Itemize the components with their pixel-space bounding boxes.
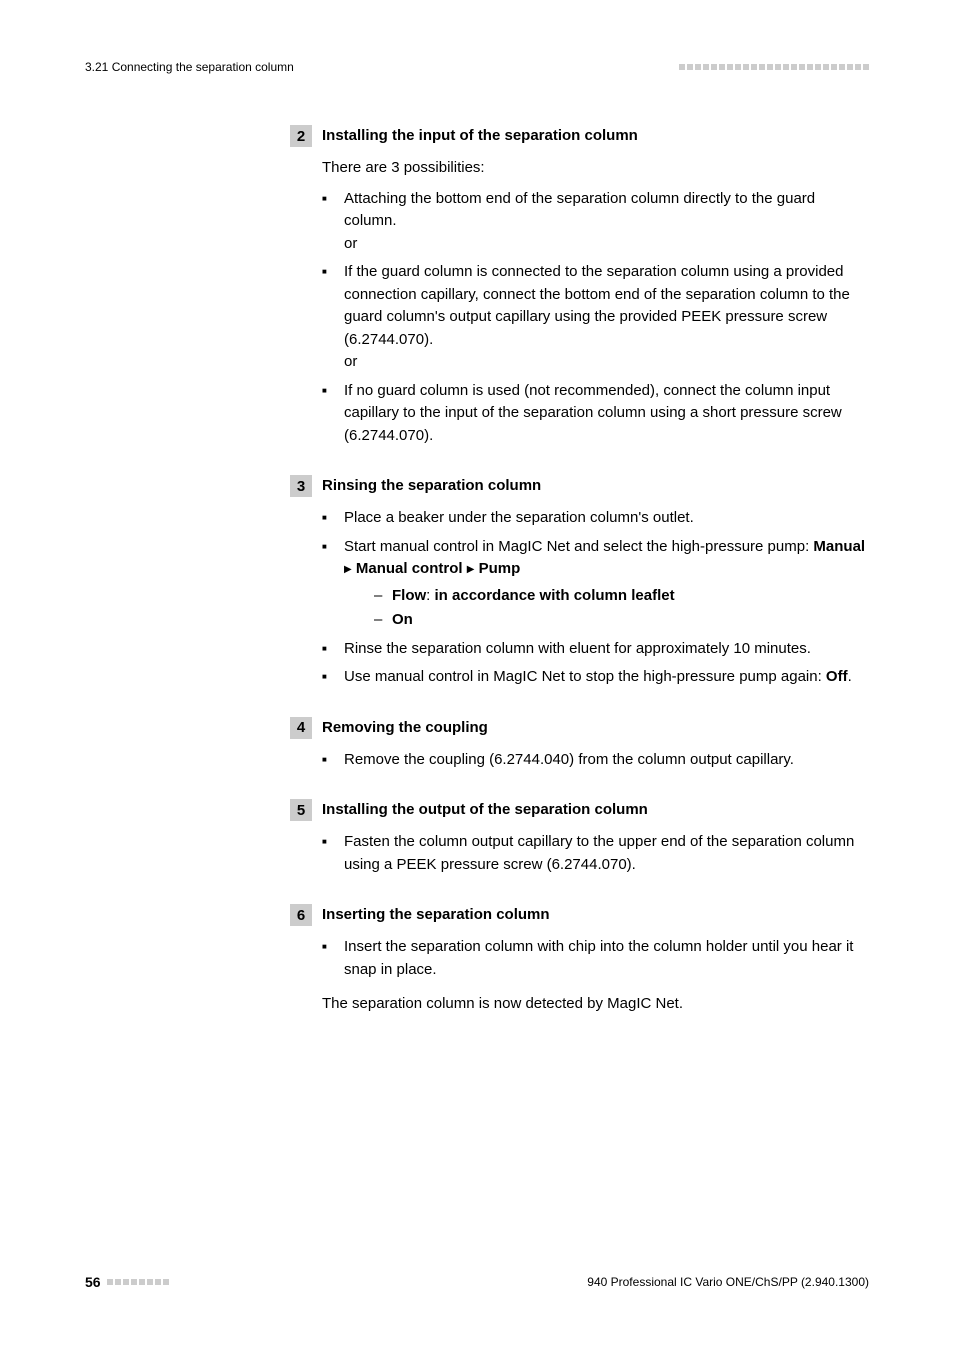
step-5: 5 Installing the output of the separatio… [290, 799, 869, 876]
step-intro: There are 3 possibilities: [322, 157, 869, 180]
step-title: Installing the output of the separation … [322, 799, 648, 821]
menu-path: Manual control [356, 560, 463, 577]
bullet-text: Attaching the bottom end of the separati… [344, 190, 815, 230]
bullet-list: Insert the separation column with chip i… [322, 936, 869, 981]
step-number: 6 [290, 904, 312, 926]
list-item: Start manual control in MagIC Net and se… [322, 536, 869, 632]
step-2: 2 Installing the input of the separation… [290, 125, 869, 447]
bullet-text: If no guard column is used (not recommen… [344, 382, 842, 444]
bullet-text: . [848, 668, 852, 685]
page-footer: 56 940 Professional IC Vario ONE/ChS/PP … [85, 1274, 869, 1290]
list-item: Fasten the column output capillary to th… [322, 831, 869, 876]
bullet-text: Use manual control in MagIC Net to stop … [344, 668, 826, 685]
step-header: 4 Removing the coupling [290, 717, 869, 739]
param-value: in accordance with column leaflet [435, 587, 675, 604]
param-sep: : [426, 587, 434, 604]
bullet-text: Start manual control in MagIC Net and se… [344, 538, 813, 555]
step-number: 5 [290, 799, 312, 821]
list-item: If no guard column is used (not recommen… [322, 380, 869, 448]
step-number: 3 [290, 475, 312, 497]
step-number: 4 [290, 717, 312, 739]
bullet-text: Fasten the column output capillary to th… [344, 833, 854, 873]
list-item: Attaching the bottom end of the separati… [322, 188, 869, 256]
triangle-icon: ▶ [467, 564, 475, 575]
step-number: 2 [290, 125, 312, 147]
list-item: Flow: in accordance with column leaflet [374, 585, 869, 608]
bullet-text: Insert the separation column with chip i… [344, 938, 853, 978]
footer-decoration [107, 1279, 169, 1285]
list-item: On [374, 609, 869, 632]
step-title: Inserting the separation column [322, 904, 550, 926]
bullet-or: or [344, 353, 357, 370]
step-header: 5 Installing the output of the separatio… [290, 799, 869, 821]
step-body: Insert the separation column with chip i… [322, 936, 869, 981]
param-value: Off [826, 668, 848, 685]
bullet-text: If the guard column is connected to the … [344, 263, 850, 348]
step-title: Installing the input of the separation c… [322, 125, 638, 147]
bullet-list: Place a beaker under the separation colu… [322, 507, 869, 689]
step-body: Place a beaker under the separation colu… [322, 507, 869, 689]
page-number: 56 [85, 1274, 101, 1290]
bullet-list: Fasten the column output capillary to th… [322, 831, 869, 876]
list-item: Rinse the separation column with eluent … [322, 638, 869, 661]
param-name: Flow [392, 587, 426, 604]
step-body: There are 3 possibilities: Attaching the… [322, 157, 869, 447]
page-content: 2 Installing the input of the separation… [85, 125, 869, 1044]
bullet-list: Attaching the bottom end of the separati… [322, 188, 869, 448]
step-4: 4 Removing the coupling Remove the coupl… [290, 717, 869, 772]
step-3: 3 Rinsing the separation column Place a … [290, 475, 869, 689]
list-item: Insert the separation column with chip i… [322, 936, 869, 981]
step-header: 3 Rinsing the separation column [290, 475, 869, 497]
closing-text: The separation column is now detected by… [322, 993, 869, 1016]
bullet-or: or [344, 235, 357, 252]
list-item: If the guard column is connected to the … [322, 261, 869, 374]
bullet-text: Remove the coupling (6.2744.040) from th… [344, 751, 794, 768]
header-decoration [679, 64, 869, 70]
step-title: Removing the coupling [322, 717, 488, 739]
menu-path: Pump [479, 560, 521, 577]
param-value: On [392, 611, 413, 628]
bullet-text: Place a beaker under the separation colu… [344, 509, 694, 526]
list-item: Use manual control in MagIC Net to stop … [322, 666, 869, 689]
step-header: 2 Installing the input of the separation… [290, 125, 869, 147]
step-body: Remove the coupling (6.2744.040) from th… [322, 749, 869, 772]
step-title: Rinsing the separation column [322, 475, 541, 497]
list-item: Place a beaker under the separation colu… [322, 507, 869, 530]
dash-list: Flow: in accordance with column leaflet … [344, 585, 869, 632]
step-6: 6 Inserting the separation column Insert… [290, 904, 869, 1016]
section-label: 3.21 Connecting the separation column [85, 60, 294, 74]
triangle-icon: ▶ [344, 564, 352, 575]
bullet-text: Rinse the separation column with eluent … [344, 640, 811, 657]
bullet-list: Remove the coupling (6.2744.040) from th… [322, 749, 869, 772]
list-item: Remove the coupling (6.2744.040) from th… [322, 749, 869, 772]
page-header: 3.21 Connecting the separation column [85, 60, 869, 74]
doc-title: 940 Professional IC Vario ONE/ChS/PP (2.… [587, 1275, 869, 1289]
menu-path: Manual [813, 538, 865, 555]
step-body: Fasten the column output capillary to th… [322, 831, 869, 876]
footer-left: 56 [85, 1274, 169, 1290]
step-header: 6 Inserting the separation column [290, 904, 869, 926]
